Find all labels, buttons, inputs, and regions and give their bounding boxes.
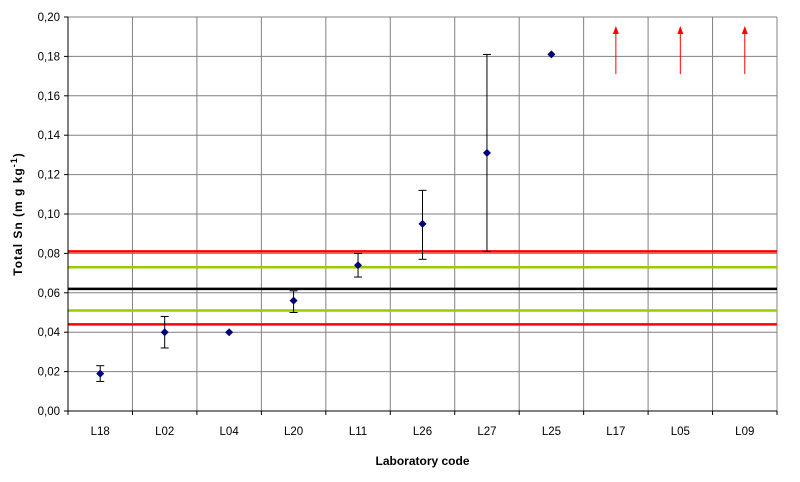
x-tick-label: L18: [91, 426, 110, 438]
y-tick-label: 0,08: [38, 248, 60, 260]
y-tick-label: 0,10: [38, 209, 60, 221]
off-scale-arrow-icon: [677, 26, 684, 74]
x-tick-label: L05: [671, 426, 690, 438]
y-tick-label: 0,18: [38, 51, 60, 63]
data-point-marker: [547, 50, 556, 59]
data-point-marker: [160, 328, 169, 337]
data-point-marker: [418, 219, 427, 228]
data-point-marker: [96, 369, 105, 378]
x-tick-label: L17: [606, 426, 625, 438]
y-axis-title-main: Total Sn (m g kg: [11, 167, 25, 275]
x-tick-label: L04: [220, 426, 240, 438]
arrow-head: [741, 26, 748, 34]
x-tick-label: L09: [735, 426, 754, 438]
x-tick-label: L11: [349, 426, 367, 438]
x-tick-label: L02: [155, 426, 174, 438]
y-tick-label: 0,20: [38, 12, 60, 24]
data-points: [96, 50, 556, 378]
x-tick-label: L26: [413, 426, 432, 438]
data-point-marker: [225, 328, 234, 337]
y-tick-label: 0,02: [38, 367, 60, 379]
x-axis-title: Laboratory code: [375, 454, 469, 468]
y-tick-label: 0,12: [38, 170, 60, 182]
y-axis-title-superscript: -1: [9, 157, 19, 167]
x-tick-label: L25: [542, 426, 561, 438]
data-point-marker: [482, 148, 491, 157]
y-axis-title-close: ): [11, 152, 25, 157]
off-scale-arrow-icon: [612, 26, 619, 74]
y-axis-title: Total Sn (m g kg-1): [9, 152, 25, 275]
y-tick-label: 0,16: [38, 91, 60, 103]
y-tick-labels: 0,00 0,02 0,04 0,06 0,08 0,10 0,12 0,14 0,16 0,18…: [38, 12, 61, 418]
y-tick-label: 0,04: [38, 327, 61, 339]
y-tick-label: 0,06: [38, 288, 60, 300]
y-tick-label: 0,00: [38, 406, 60, 418]
arrow-head: [612, 26, 619, 34]
x-tick-label: L27: [477, 426, 496, 438]
y-tick-label: 0,14: [38, 130, 61, 142]
x-tick-labels: L18 L02 L04 L20 L11 L26 L27 L25 L17 L05 L09: [91, 426, 755, 438]
data-point-marker: [289, 296, 298, 305]
axes: [64, 16, 778, 415]
arrow-head: [677, 26, 684, 34]
off-scale-arrows: [612, 26, 748, 74]
off-scale-arrow-icon: [741, 26, 748, 74]
reference-lines: [68, 250, 777, 326]
x-tick-label: L20: [284, 426, 303, 438]
data-point-marker: [354, 261, 363, 270]
